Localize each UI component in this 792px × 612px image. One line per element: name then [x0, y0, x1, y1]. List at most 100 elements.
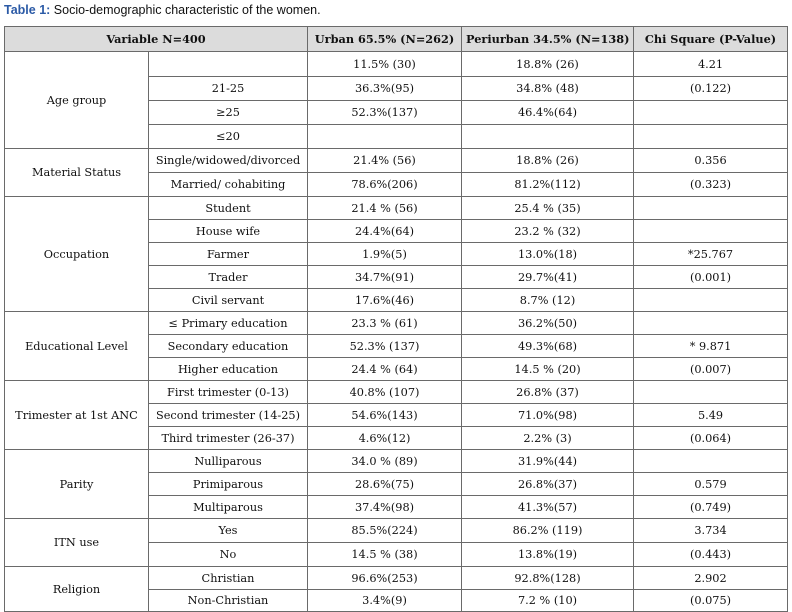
- table-row: Higher education 24.4 % (64) 14.5 % (20) (0…: [5, 357, 789, 381]
- category-cell: Farmer: [147, 242, 309, 266]
- urban-cell: 28.6%(75): [307, 472, 463, 496]
- urban-cell: 17.6%(46): [307, 288, 463, 312]
- chi-square-cell: 4.21: [633, 51, 789, 77]
- table-caption-text: Socio-demographic characteristic of the …: [50, 3, 321, 17]
- urban-cell: 23.3 % (61): [307, 311, 463, 335]
- category-cell: Christian: [147, 566, 309, 590]
- periurban-cell: 86.2% (119): [461, 518, 635, 543]
- header-variable: Variable N=400: [3, 26, 309, 52]
- periurban-cell: 18.8% (26): [461, 148, 635, 173]
- category-cell: ≤ Primary education: [147, 311, 309, 335]
- category-cell: No: [147, 542, 309, 567]
- urban-cell: 96.6%(253): [307, 566, 463, 590]
- periurban-cell: 25.4 % (35): [461, 196, 635, 220]
- chi-square-cell: [633, 196, 789, 220]
- category-cell: First trimester (0-13): [147, 380, 309, 404]
- urban-cell: 52.3% (137): [307, 334, 463, 358]
- chi-square-cell: (0.749): [633, 495, 789, 519]
- urban-cell: 3.4%(9): [307, 589, 463, 612]
- periurban-cell: [461, 124, 635, 149]
- chi-square-cell: * 9.871: [633, 334, 789, 358]
- chi-square-cell: [633, 124, 789, 149]
- chi-square-cell: 5.49: [633, 403, 789, 427]
- urban-cell: 14.5 % (38): [307, 542, 463, 567]
- chi-square-cell: 2.902: [633, 566, 789, 590]
- periurban-cell: 18.8% (26): [461, 51, 635, 77]
- category-cell: Higher education: [147, 357, 309, 381]
- periurban-cell: 81.2%(112): [461, 172, 635, 197]
- chi-square-cell: (0.443): [633, 542, 789, 567]
- periurban-cell: 71.0%(98): [461, 403, 635, 427]
- periurban-cell: 29.7%(41): [461, 265, 635, 289]
- table-row: Parity Nulliparous 34.0 % (89) 31.9%(44): [4, 449, 789, 519]
- table-row: ≤20: [5, 124, 789, 149]
- table-body: Age group 11.5% (30) 18.8% (26) 4.21 21-25 36…: [4, 51, 789, 612]
- table-row: Civil servant 17.6%(46) 8.7% (12): [5, 288, 789, 312]
- socio-demographic-table: Variable N=400 Urban 65.5% (N=262) Periu…: [3, 26, 789, 612]
- urban-cell: 40.8% (107): [307, 380, 463, 404]
- category-cell: Civil servant: [147, 288, 309, 312]
- category-cell: Married/ cohabiting: [147, 172, 309, 197]
- table-row: Primiparous 28.6%(75) 26.8%(37) 0.579: [5, 472, 789, 496]
- chi-square-cell: (0.001): [633, 265, 789, 289]
- periurban-cell: 49.3%(68): [461, 334, 635, 358]
- table-row: Non-Christian 3.4%(9) 7.2 % (10) (0.075): [5, 589, 789, 612]
- table-row: Secondary education 52.3% (137) 49.3%(68) *…: [5, 334, 789, 358]
- category-cell: [147, 51, 309, 77]
- urban-cell: [307, 124, 463, 149]
- urban-cell: 1.9%(5): [307, 242, 463, 266]
- category-cell: Single/widowed/divorced: [147, 148, 309, 173]
- category-cell: Third trimester (26-37): [147, 426, 309, 450]
- category-cell: ≥25: [147, 100, 309, 125]
- table-row: House wife 24.4%(64) 23.2 % (32): [5, 219, 789, 243]
- periurban-cell: 13.0%(18): [461, 242, 635, 266]
- category-cell: Student: [147, 196, 309, 220]
- periurban-cell: 7.2 % (10): [461, 589, 635, 612]
- category-cell: 21-25: [147, 76, 309, 101]
- periurban-cell: 31.9%(44): [461, 449, 635, 473]
- chi-square-cell: (0.323): [633, 172, 789, 197]
- table-row: Age group 11.5% (30) 18.8% (26) 4.21: [4, 51, 789, 149]
- urban-cell: 36.3%(95): [307, 76, 463, 101]
- header-periurban: Periurban 34.5% (N=138): [461, 26, 635, 52]
- urban-cell: 24.4 % (64): [307, 357, 463, 381]
- table-row: Multiparous 37.4%(98) 41.3%(57) (0.749): [5, 495, 789, 519]
- category-cell: Non-Christian: [147, 589, 309, 612]
- urban-cell: 24.4%(64): [307, 219, 463, 243]
- category-cell: House wife: [147, 219, 309, 243]
- periurban-cell: 26.8% (37): [461, 380, 635, 404]
- urban-cell: 21.4 % (56): [307, 196, 463, 220]
- header-urban: Urban 65.5% (N=262): [307, 26, 463, 52]
- periurban-cell: 41.3%(57): [461, 495, 635, 519]
- urban-cell: 78.6%(206): [307, 172, 463, 197]
- periurban-cell: 46.4%(64): [461, 100, 635, 125]
- variable-group-cell: Material Status: [4, 148, 149, 197]
- variable-group-cell: ITN use: [4, 518, 149, 567]
- periurban-cell: 14.5 % (20): [461, 357, 635, 381]
- table-row: Educational Level ≤ Primary education 23.3…: [4, 311, 789, 381]
- chi-square-cell: *25.767: [633, 242, 789, 266]
- category-cell: Second trimester (14-25): [147, 403, 309, 427]
- variable-group-cell: Trimester at 1st ANC: [4, 380, 149, 450]
- table-row: ITN use Yes 85.5%(224) 86.2% (119) 3.734: [4, 518, 789, 567]
- periurban-cell: 8.7% (12): [461, 288, 635, 312]
- variable-group-cell: Occupation: [4, 196, 149, 312]
- chi-square-cell: [633, 219, 789, 243]
- periurban-cell: 13.8%(19): [461, 542, 635, 567]
- category-cell: ≤20: [147, 124, 309, 149]
- table-row: Occupation Student 21.4 % (56) 25.4 % (35): [4, 196, 789, 312]
- category-cell: Yes: [147, 518, 309, 543]
- category-cell: Multiparous: [147, 495, 309, 519]
- chi-square-cell: 0.579: [633, 472, 789, 496]
- chi-square-cell: (0.122): [633, 76, 789, 101]
- category-cell: Primiparous: [147, 472, 309, 496]
- category-cell: Trader: [147, 265, 309, 289]
- chi-square-cell: [633, 311, 789, 335]
- urban-cell: 85.5%(224): [307, 518, 463, 543]
- table-row: No 14.5 % (38) 13.8%(19) (0.443): [5, 542, 789, 567]
- table-row: Farmer 1.9%(5) 13.0%(18) *25.767: [5, 242, 789, 266]
- urban-cell: 34.0 % (89): [307, 449, 463, 473]
- chi-square-cell: [633, 100, 789, 125]
- category-cell: Secondary education: [147, 334, 309, 358]
- variable-group-cell: Parity: [4, 449, 149, 519]
